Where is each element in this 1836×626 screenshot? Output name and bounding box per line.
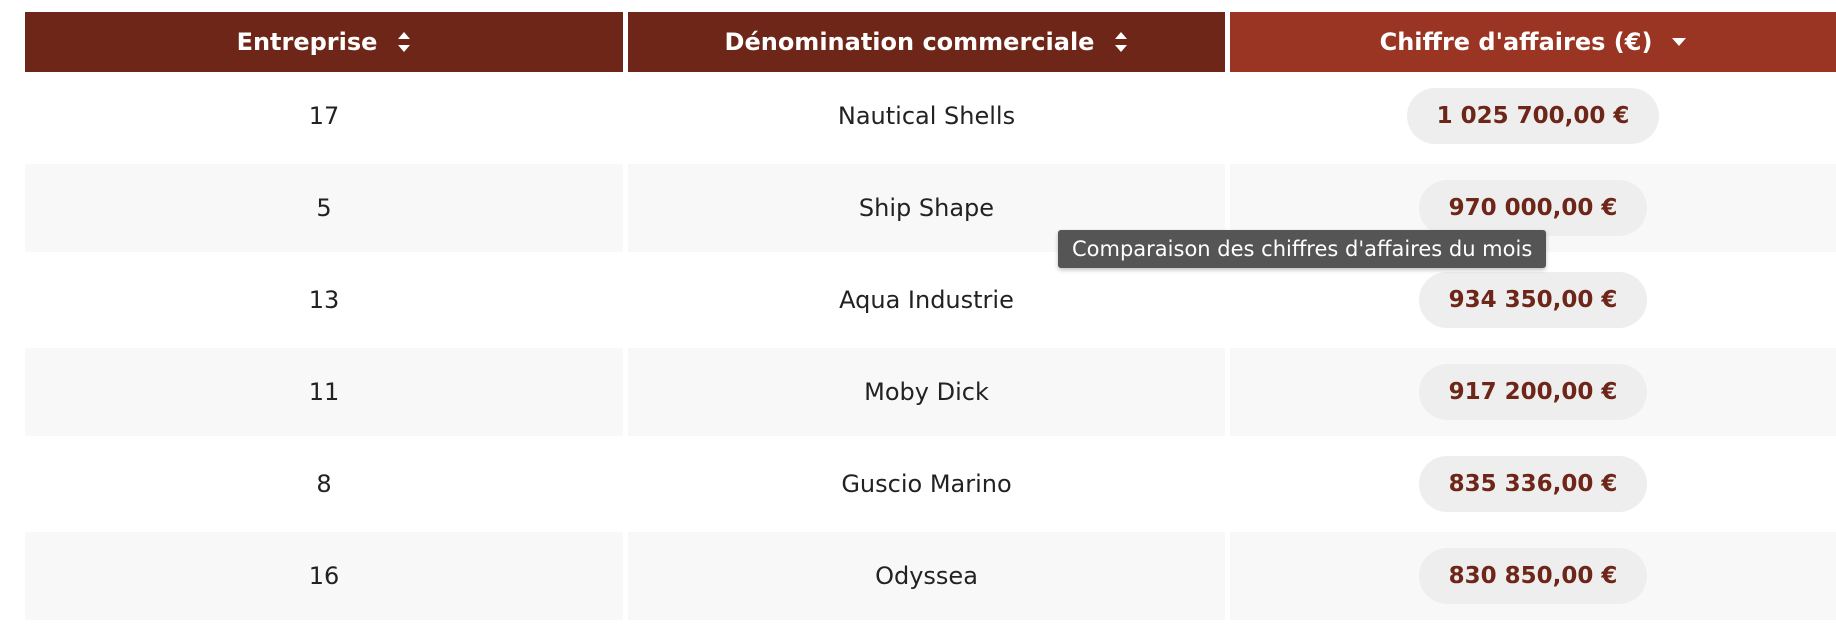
sort-descending-icon[interactable] <box>1672 31 1687 53</box>
cell-entreprise: 17 <box>25 72 623 160</box>
revenue-badge: 830 850,00 € <box>1418 548 1648 604</box>
column-header-denomination[interactable]: Dénomination commerciale <box>628 12 1225 72</box>
cell-entreprise: 16 <box>25 532 623 620</box>
column-header-chiffre-affaires[interactable]: Chiffre d'affaires (€) <box>1230 12 1836 72</box>
sort-up-down-icon[interactable] <box>1114 31 1128 53</box>
cell-chiffre-affaires: 934 350,00 € <box>1230 256 1836 344</box>
table-row: 16 Odyssea 830 850,00 € <box>25 532 1836 624</box>
revenue-badge: 970 000,00 € <box>1418 180 1648 236</box>
cell-denomination: Odyssea <box>628 532 1225 620</box>
revenue-badge: 835 336,00 € <box>1418 456 1648 512</box>
revenue-badge: 934 350,00 € <box>1418 272 1648 328</box>
column-header-entreprise[interactable]: Entreprise <box>25 12 623 72</box>
table-row: 11 Moby Dick 917 200,00 € <box>25 348 1836 440</box>
sort-up-down-icon[interactable] <box>397 31 411 53</box>
cell-chiffre-affaires: 917 200,00 € <box>1230 348 1836 436</box>
cell-entreprise: 8 <box>25 440 623 528</box>
tooltip: Comparaison des chiffres d'affaires du m… <box>1058 230 1547 268</box>
table-row: 13 Aqua Industrie 934 350,00 € <box>25 256 1836 348</box>
table-row: 8 Guscio Marino 835 336,00 € <box>25 440 1836 532</box>
cell-chiffre-affaires: 1 025 700,00 € <box>1230 72 1836 160</box>
column-header-label: Dénomination commerciale <box>724 28 1095 56</box>
cell-entreprise: 11 <box>25 348 623 436</box>
cell-denomination: Nautical Shells <box>628 72 1225 160</box>
cell-denomination: Moby Dick <box>628 348 1225 436</box>
cell-denomination: Guscio Marino <box>628 440 1225 528</box>
cell-chiffre-affaires: 835 336,00 € <box>1230 440 1836 528</box>
cell-denomination: Aqua Industrie <box>628 256 1225 344</box>
cell-entreprise: 5 <box>25 164 623 252</box>
revenue-table: Entreprise Dénomination commerciale Chif… <box>25 12 1836 624</box>
column-header-label: Entreprise <box>236 28 378 56</box>
table-row: 5 Ship Shape 970 000,00 € <box>25 164 1836 256</box>
table-header: Entreprise Dénomination commerciale Chif… <box>25 12 1836 72</box>
cell-chiffre-affaires: 970 000,00 € <box>1230 164 1836 252</box>
cell-entreprise: 13 <box>25 256 623 344</box>
column-header-label: Chiffre d'affaires (€) <box>1379 28 1653 56</box>
revenue-badge: 917 200,00 € <box>1418 364 1648 420</box>
revenue-badge: 1 025 700,00 € <box>1406 88 1660 144</box>
table-row: 17 Nautical Shells 1 025 700,00 € <box>25 72 1836 164</box>
cell-denomination: Ship Shape <box>628 164 1225 252</box>
cell-chiffre-affaires: 830 850,00 € <box>1230 532 1836 620</box>
